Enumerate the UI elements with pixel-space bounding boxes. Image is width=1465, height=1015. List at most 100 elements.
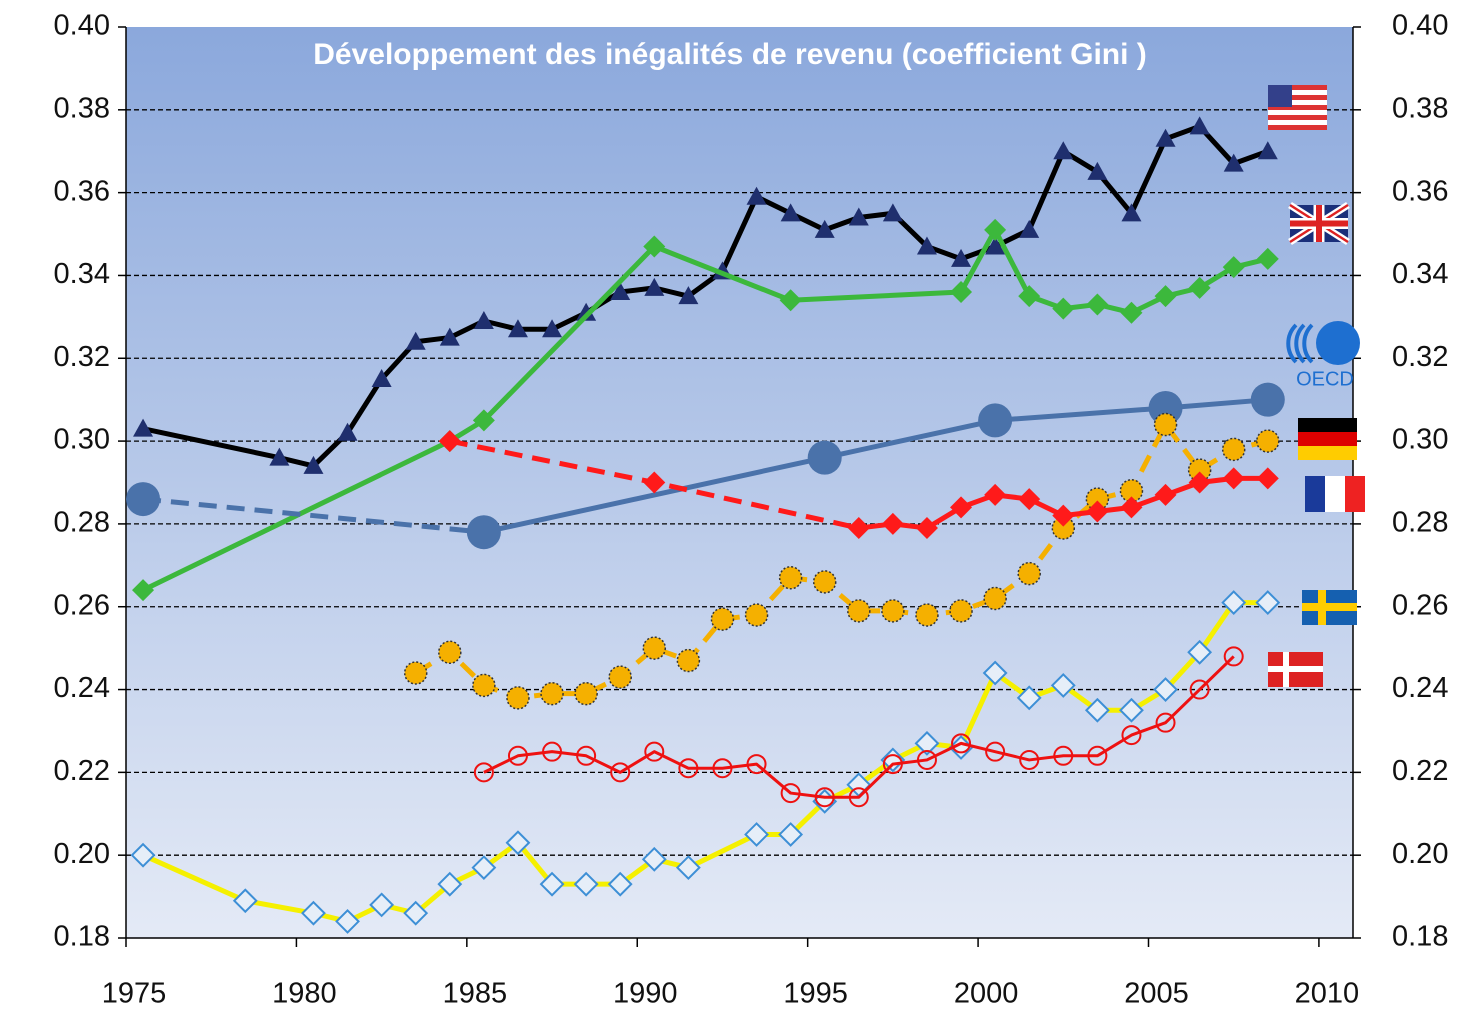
marker bbox=[608, 665, 632, 689]
marker bbox=[1256, 247, 1279, 270]
marker bbox=[915, 517, 938, 540]
series-line bbox=[142, 496, 485, 535]
marker bbox=[915, 603, 939, 627]
marker bbox=[1086, 293, 1109, 316]
y2-tick-label: 0.32 bbox=[1392, 341, 1448, 373]
marker bbox=[678, 286, 699, 305]
marker bbox=[607, 871, 633, 897]
marker bbox=[1222, 256, 1245, 279]
marker bbox=[335, 909, 360, 934]
flag-france bbox=[1305, 476, 1365, 512]
marker bbox=[1155, 128, 1176, 147]
marker bbox=[644, 277, 665, 296]
marker bbox=[1223, 153, 1244, 172]
marker bbox=[539, 871, 565, 897]
y2-tick-label: 0.22 bbox=[1392, 755, 1448, 787]
y2-tick-label: 0.30 bbox=[1392, 424, 1448, 456]
marker bbox=[778, 822, 804, 847]
marker bbox=[848, 207, 869, 226]
y-tick-label: 0.20 bbox=[54, 838, 110, 870]
marker bbox=[744, 603, 769, 627]
marker bbox=[1087, 745, 1108, 766]
marker bbox=[1016, 685, 1042, 711]
marker bbox=[576, 302, 597, 321]
marker bbox=[369, 892, 395, 918]
marker bbox=[505, 830, 531, 856]
marker bbox=[676, 648, 701, 673]
marker bbox=[438, 640, 462, 665]
marker bbox=[403, 900, 429, 926]
marker bbox=[746, 754, 767, 775]
y-tick-label: 0.38 bbox=[54, 92, 110, 124]
marker bbox=[642, 636, 667, 660]
marker bbox=[1256, 429, 1280, 453]
y-tick-label: 0.32 bbox=[54, 341, 110, 373]
marker bbox=[779, 289, 802, 312]
y-tick-label: 0.26 bbox=[54, 589, 110, 621]
marker bbox=[1188, 276, 1211, 299]
plot-area bbox=[126, 27, 1353, 938]
marker bbox=[1153, 412, 1178, 437]
marker bbox=[951, 733, 972, 754]
marker bbox=[130, 842, 156, 868]
marker bbox=[847, 599, 871, 623]
marker bbox=[914, 730, 940, 756]
marker bbox=[1120, 301, 1143, 324]
marker bbox=[984, 483, 1007, 506]
y-tick-label: 0.34 bbox=[54, 258, 110, 290]
marker bbox=[744, 822, 769, 847]
marker bbox=[1187, 639, 1213, 665]
marker bbox=[1189, 679, 1210, 700]
y2-tick-label: 0.26 bbox=[1392, 589, 1448, 621]
marker bbox=[1154, 285, 1177, 308]
marker bbox=[542, 319, 563, 338]
x-tick-label: 2000 bbox=[954, 978, 1019, 1010]
y-tick-label: 0.22 bbox=[54, 755, 110, 787]
marker bbox=[978, 403, 1013, 438]
marker bbox=[982, 660, 1008, 686]
flag-sweden bbox=[1302, 590, 1357, 625]
marker bbox=[301, 900, 326, 926]
marker bbox=[984, 218, 1007, 241]
oecd-text: OECD bbox=[1296, 368, 1354, 390]
flag-uk bbox=[1288, 202, 1350, 245]
y-tick-label: 0.40 bbox=[54, 10, 110, 42]
marker bbox=[1120, 496, 1143, 519]
marker bbox=[1119, 697, 1144, 723]
marker bbox=[1221, 590, 1247, 616]
marker bbox=[437, 871, 463, 897]
marker bbox=[1257, 141, 1278, 160]
y2-tick-label: 0.28 bbox=[1392, 507, 1448, 539]
marker bbox=[438, 430, 461, 453]
marker bbox=[1050, 672, 1076, 698]
marker bbox=[950, 281, 973, 304]
x-tick-label: 1995 bbox=[783, 978, 848, 1010]
marker bbox=[1051, 516, 1076, 540]
marker bbox=[644, 741, 665, 762]
marker bbox=[542, 741, 563, 762]
marker bbox=[1018, 285, 1041, 308]
marker bbox=[1121, 203, 1142, 222]
marker bbox=[1087, 161, 1108, 180]
marker bbox=[983, 586, 1007, 611]
marker bbox=[1018, 488, 1041, 511]
oecd-logo: OECD bbox=[1286, 321, 1360, 390]
marker bbox=[269, 447, 290, 466]
marker bbox=[643, 471, 666, 494]
y-tick-label: 0.24 bbox=[54, 672, 110, 704]
y2-tick-label: 0.18 bbox=[1392, 921, 1448, 953]
marker bbox=[1250, 382, 1285, 417]
y-tick-label: 0.30 bbox=[54, 424, 110, 456]
chart-title: Développement des inégalités de revenu (… bbox=[313, 38, 1147, 71]
marker bbox=[881, 512, 904, 535]
y2-tick-label: 0.34 bbox=[1392, 258, 1448, 290]
y-tick-label: 0.28 bbox=[54, 507, 110, 539]
marker bbox=[848, 787, 869, 808]
y2-tick-label: 0.40 bbox=[1392, 10, 1448, 42]
marker bbox=[1188, 471, 1211, 494]
marker bbox=[880, 747, 906, 773]
marker bbox=[1121, 725, 1142, 746]
flag-usa bbox=[1268, 85, 1327, 130]
marker bbox=[132, 579, 155, 602]
flag-germany bbox=[1298, 418, 1357, 460]
